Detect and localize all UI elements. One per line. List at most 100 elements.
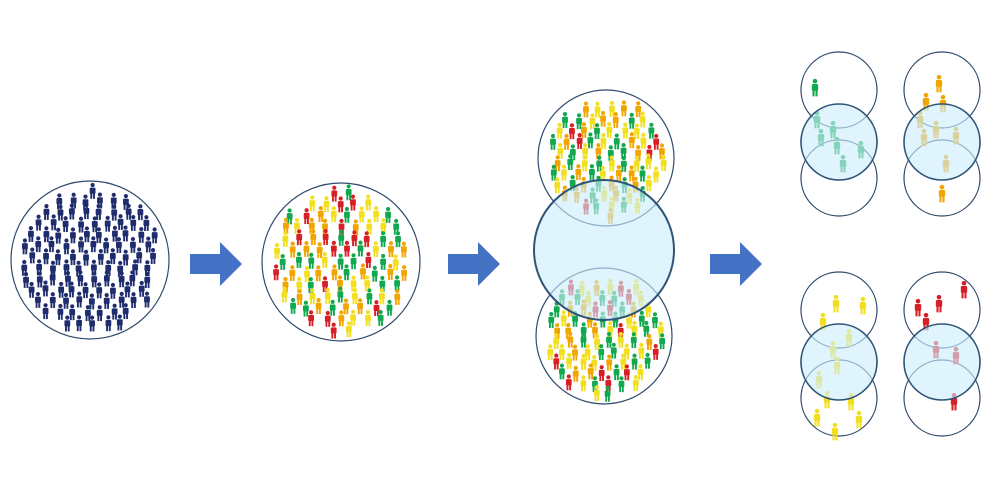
person-icon <box>137 204 144 221</box>
person-icon <box>303 240 310 257</box>
person-icon <box>859 296 867 315</box>
person-icon <box>832 294 840 313</box>
person-icon <box>363 231 370 248</box>
person-icon <box>28 226 34 242</box>
person-icon <box>566 352 573 369</box>
person-icon <box>606 331 612 348</box>
person-icon <box>317 206 324 223</box>
person-icon <box>388 241 394 258</box>
person-icon <box>364 275 371 292</box>
person-icon <box>556 122 563 139</box>
person-icon <box>628 132 635 149</box>
person-icon <box>88 293 95 310</box>
person-icon <box>550 133 556 150</box>
person-icon <box>55 227 62 244</box>
person-icon <box>623 364 630 381</box>
person-icon <box>57 204 64 221</box>
person-icon <box>129 270 136 287</box>
person-icon <box>36 271 43 288</box>
person-icon <box>548 312 555 328</box>
person-icon <box>138 280 145 297</box>
person-icon <box>645 175 652 192</box>
person-icon <box>117 214 124 230</box>
person-icon <box>50 260 56 277</box>
person-icon <box>620 156 627 172</box>
person-icon <box>116 314 123 331</box>
person-icon <box>628 165 635 182</box>
person-icon <box>400 241 407 258</box>
person-icon <box>315 298 322 314</box>
person-icon <box>143 215 150 231</box>
person-icon <box>130 214 137 231</box>
person-icon <box>591 354 598 371</box>
person-icon <box>638 342 645 359</box>
person-icon <box>91 216 98 233</box>
person-icon <box>138 226 145 243</box>
person-icon <box>57 303 64 320</box>
person-icon <box>373 206 380 222</box>
overlap-layer <box>533 103 981 401</box>
person-icon <box>652 312 658 329</box>
person-icon <box>960 280 968 299</box>
arrow-layer <box>190 242 762 286</box>
right-arrow-icon <box>448 242 500 286</box>
person-icon <box>373 300 380 317</box>
person-icon <box>111 204 118 221</box>
person-icon <box>554 177 561 194</box>
person-icon <box>337 196 344 213</box>
person-icon <box>587 132 594 149</box>
person-icon <box>377 310 384 326</box>
person-icon <box>35 214 42 231</box>
person-icon <box>620 353 627 370</box>
person-icon <box>290 297 296 314</box>
person-icon <box>289 241 296 258</box>
person-icon <box>365 252 372 268</box>
person-icon <box>371 265 378 282</box>
person-icon <box>350 253 357 270</box>
person-icon <box>286 208 293 225</box>
person-icon <box>35 291 41 308</box>
person-icon <box>85 305 91 322</box>
person-icon <box>637 364 644 381</box>
person-icon <box>323 196 330 213</box>
person-icon <box>594 101 601 118</box>
person-icon <box>324 287 331 304</box>
person-icon <box>351 230 358 247</box>
person-icon <box>303 208 310 225</box>
person-icon <box>330 322 337 339</box>
person-icon <box>562 112 568 128</box>
person-icon <box>593 385 600 402</box>
person-icon <box>337 253 344 270</box>
person-icon <box>380 231 387 248</box>
person-icon <box>547 344 554 361</box>
person-icon <box>344 206 350 223</box>
person-icon <box>58 281 65 298</box>
person-icon <box>309 195 316 212</box>
person-icon <box>345 184 352 201</box>
person-icon <box>28 281 35 298</box>
person-icon <box>380 218 387 235</box>
person-icon <box>553 301 560 318</box>
person-icon <box>553 353 560 370</box>
person-icon <box>617 331 624 348</box>
person-icon <box>83 249 89 266</box>
person-icon <box>386 299 393 316</box>
person-icon <box>42 280 49 297</box>
person-icon <box>378 288 385 305</box>
person-icon <box>145 236 152 253</box>
group-yellow-overlap <box>800 323 878 401</box>
person-icon <box>639 111 646 128</box>
person-icon <box>83 226 90 243</box>
person-icon <box>563 133 570 150</box>
person-icon <box>401 265 408 281</box>
person-icon <box>357 298 364 315</box>
person-icon <box>935 294 943 313</box>
person-icon <box>811 78 819 97</box>
person-icon <box>632 375 639 391</box>
person-icon <box>813 408 821 427</box>
person-icon <box>282 230 289 247</box>
person-icon <box>587 363 594 380</box>
person-icon <box>281 286 288 303</box>
person-icon <box>554 155 561 172</box>
person-icon <box>581 122 587 139</box>
